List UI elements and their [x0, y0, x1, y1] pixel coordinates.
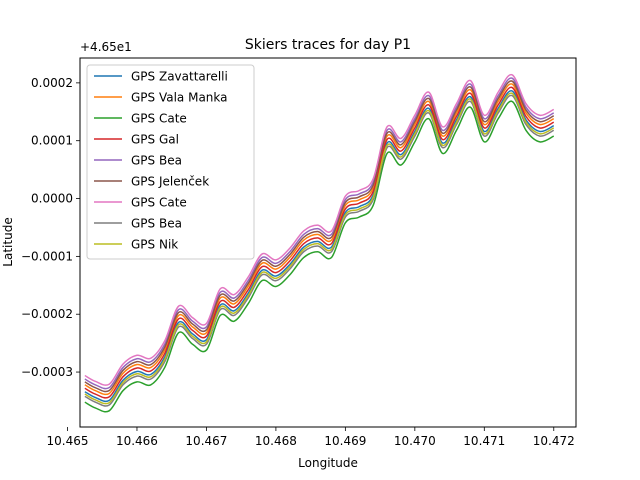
series-line-9	[84, 92, 555, 405]
x-axis: 10.465 10.466 10.467 10.468 10.469 10.470 10.4…	[46, 427, 575, 448]
series-layer	[84, 73, 555, 413]
plot-frame	[79, 57, 577, 428]
x-axis-label: Longitude	[298, 456, 358, 470]
x-tick-label: 10.468	[255, 434, 297, 448]
y-tick-label: 0.0000	[31, 192, 73, 206]
y-tick-label: 0.0002	[31, 76, 73, 90]
legend: GPS Zavattarelli GPS Vala Manka GPS Cate GP…	[86, 64, 255, 260]
x-tick-label: 10.467	[185, 434, 227, 448]
series-line-4	[84, 86, 555, 399]
x-tick-label: 10.471	[463, 434, 505, 448]
series-line-7	[84, 73, 555, 386]
y-tick-label: −0.0002	[21, 307, 73, 321]
legend-entry-label: GPS Zavattarelli	[131, 70, 228, 84]
x-tick-label: 10.469	[324, 434, 366, 448]
series-line-5	[84, 77, 555, 390]
y-axis: −0.0003 −0.0002 −0.0001 0.0000 0.0001 0.0002	[21, 76, 80, 379]
series-line-1	[84, 90, 555, 403]
series-line-6	[84, 80, 555, 393]
y-tick-label: 0.0001	[31, 134, 73, 148]
series-line-3	[84, 100, 555, 413]
y-axis-label: Latitude	[1, 217, 15, 266]
x-tick-label: 10.470	[394, 434, 436, 448]
legend-entry-label: GPS Bea	[131, 154, 182, 168]
legend-entry-label: GPS Nik	[131, 238, 178, 252]
x-tick-label: 10.465	[46, 434, 88, 448]
legend-entry-label: GPS Gal	[131, 133, 179, 147]
x-tick-label: 10.472	[533, 434, 575, 448]
legend-entry-label: GPS Cate	[131, 196, 187, 210]
legend-entry-label: GPS Jelenček	[131, 175, 209, 189]
series-line-2	[84, 83, 555, 396]
legend-box	[86, 64, 255, 260]
y-tick-label: −0.0001	[21, 249, 73, 263]
y-tick-label: −0.0003	[21, 365, 73, 379]
legend-entry-label: GPS Vala Manka	[131, 91, 228, 105]
legend-entry-label: GPS Cate	[131, 112, 187, 126]
legend-entry-label: GPS Bea	[131, 217, 182, 231]
y-offset-label: +4.65e1	[80, 40, 132, 54]
chart-title: Skiers traces for day P1	[245, 37, 411, 53]
x-tick-label: 10.466	[116, 434, 158, 448]
